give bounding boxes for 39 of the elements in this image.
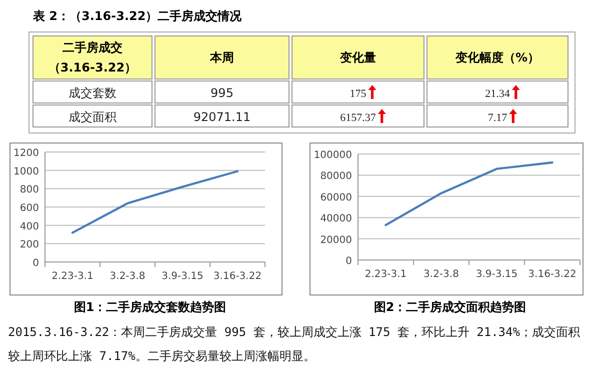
x-tick-label: 3.2-3.8 <box>424 269 459 280</box>
text: 7.17 <box>488 112 508 124</box>
y-tick-label: 100000 <box>314 150 352 161</box>
text: 92071.11 <box>193 110 251 124</box>
y-tick-label: 40000 <box>320 214 352 225</box>
y-tick-label: 800 <box>20 184 39 196</box>
line-series <box>384 161 554 226</box>
text: 图1：二手房成交套数趋势图 <box>74 300 226 314</box>
y-tick-label: 200 <box>20 240 39 251</box>
x-tick-label: 2.23-3.1 <box>364 269 407 280</box>
category-label: 变化量 <box>339 50 376 64</box>
y-tick-label: 80000 <box>320 171 352 182</box>
line-series <box>71 170 239 234</box>
text: 995 <box>210 86 234 100</box>
text: 6157.37 <box>340 112 376 124</box>
x-tick-label: 2.23-3.1 <box>52 271 94 282</box>
text: 175 <box>350 88 366 100</box>
category-label: 变化幅度（%） <box>454 50 540 64</box>
x-tick-label: 3.9-3.15 <box>476 269 518 280</box>
y-tick-label: 60000 <box>320 192 352 204</box>
y-tick-label: 600 <box>20 203 39 214</box>
x-tick-label: 3.2-3.8 <box>110 271 146 282</box>
x-tick-label: 3.9-3.15 <box>162 271 204 282</box>
text: 图2：二手房成交面积趋势图 <box>374 300 526 314</box>
text: 表 2：（3.16-3.22）二手房成交情况 <box>32 9 243 23</box>
text: 2015.3.16-3.22：本周二手房成交量 995 套，较上周成交上涨 175 套，环比上升 21.34%；成交面积较上周环比上涨 7.17%。二手房交易量较上周涨幅明显。 <box>8 324 581 365</box>
y-tick-label: 1000 <box>14 166 39 178</box>
y-tick-label: 20000 <box>320 234 352 246</box>
y-tick-label: 0 <box>346 256 352 267</box>
text: 21.34 <box>485 88 510 100</box>
x-tick-label: 3.16-3.22 <box>528 269 576 280</box>
x-tick-label: 3.16-3.22 <box>213 271 262 282</box>
y-tick-label: 0 <box>32 258 39 269</box>
y-tick-label: 1200 <box>14 148 39 159</box>
category-label: 成交套数 <box>68 86 116 100</box>
category-label: 二手房成交（3.16-3.22） <box>48 40 137 74</box>
category-label: 本周 <box>209 50 234 64</box>
y-tick-label: 400 <box>20 221 39 232</box>
category-label: 成交面积 <box>68 110 116 124</box>
